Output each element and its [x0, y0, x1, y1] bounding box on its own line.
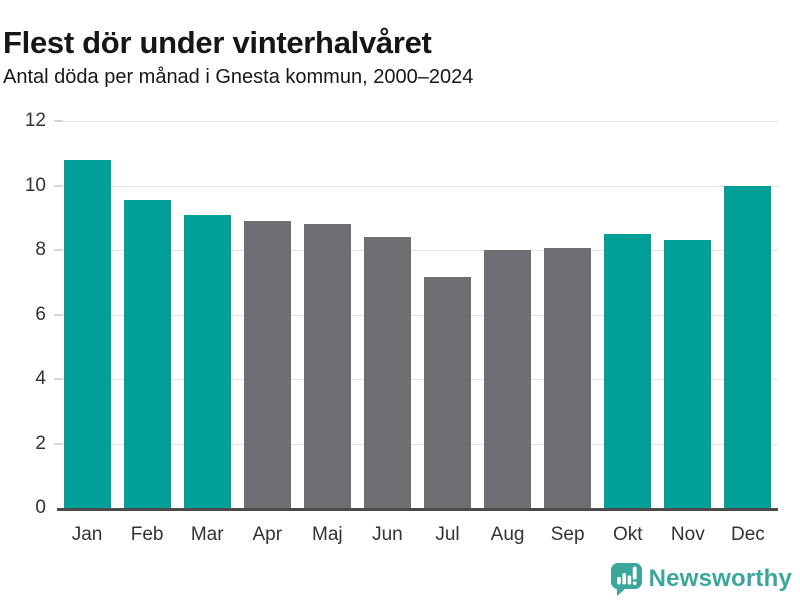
bar-slot	[538, 121, 598, 508]
y-axis-tick	[54, 120, 63, 122]
x-tick-label: Okt	[612, 524, 643, 545]
x-tick-label: Jun	[372, 524, 403, 545]
bar-jun	[363, 237, 411, 508]
bar-feb	[123, 200, 171, 508]
x-tick-label: Sep	[550, 524, 585, 545]
x-tick-label: Feb	[130, 524, 164, 545]
bar-slot	[718, 121, 778, 508]
bar-slot	[478, 121, 538, 508]
y-axis-tick	[54, 313, 63, 316]
bar-jul	[424, 277, 471, 508]
bar-slot	[658, 121, 718, 508]
bar-nov	[664, 240, 712, 508]
bar-slot	[598, 121, 658, 508]
y-axis-tick	[54, 184, 63, 187]
brand-footer: Newsworthy	[610, 562, 792, 596]
plot-area	[54, 120, 778, 511]
brand-name: Newsworthy	[648, 565, 792, 592]
bar-aug	[484, 250, 532, 508]
bar-slot	[117, 121, 177, 508]
x-tick-label: Jul	[435, 524, 460, 545]
chart-subtitle: Antal döda per månad i Gnesta kommun, 20…	[3, 66, 474, 88]
x-tick-label: Mar	[190, 524, 224, 545]
x-axis-labels: Jan Feb Mar Apr Maj Jun Jul Aug Sep Okt Nov Dec	[57, 520, 778, 550]
bar-apr	[243, 220, 291, 508]
bar-sep	[544, 248, 592, 508]
newsworthy-chart-bubble-icon	[610, 562, 642, 596]
bar-slot	[297, 121, 357, 508]
y-tick-label: 2	[35, 432, 46, 454]
y-axis-tick	[54, 249, 63, 251]
bar-slot	[417, 121, 477, 508]
bar-mar	[183, 214, 231, 508]
gridline	[57, 443, 778, 445]
gridline	[57, 250, 778, 251]
gridline	[57, 121, 778, 122]
bar-slot	[357, 121, 417, 508]
x-tick-label: Aug	[490, 524, 525, 545]
x-tick-label: Maj	[312, 524, 343, 545]
y-axis-tick	[54, 378, 63, 380]
y-tick-label: 8	[35, 239, 46, 260]
x-tick-label: Nov	[670, 524, 705, 545]
y-tick-label: 4	[35, 368, 46, 389]
y-tick-label: 10	[24, 174, 46, 196]
bar-slot	[237, 121, 297, 508]
bar-chart: 0 2 4 6 8 10 12 Jan Feb Mar Apr Maj Jun Jul Aug Sep Okt…	[0, 110, 800, 572]
bar-okt	[604, 233, 652, 508]
y-axis-tick	[54, 442, 63, 445]
page-title: Flest dör under vinterhalvåret	[3, 24, 432, 60]
bar-slot	[57, 121, 117, 508]
gridline	[57, 185, 778, 187]
gridline	[57, 379, 778, 380]
bar-jan	[63, 159, 111, 508]
x-tick-label: Jan	[71, 524, 103, 545]
y-tick-label: 12	[24, 110, 46, 131]
bar-slot	[177, 121, 237, 508]
bar-maj	[303, 224, 351, 508]
x-tick-label: Dec	[731, 524, 765, 545]
gridline	[57, 314, 778, 316]
y-tick-label: 6	[35, 303, 46, 325]
bars-container	[57, 121, 778, 508]
y-tick-label: 0	[35, 497, 46, 518]
bar-dec	[724, 185, 772, 508]
x-tick-label: Apr	[252, 524, 283, 545]
